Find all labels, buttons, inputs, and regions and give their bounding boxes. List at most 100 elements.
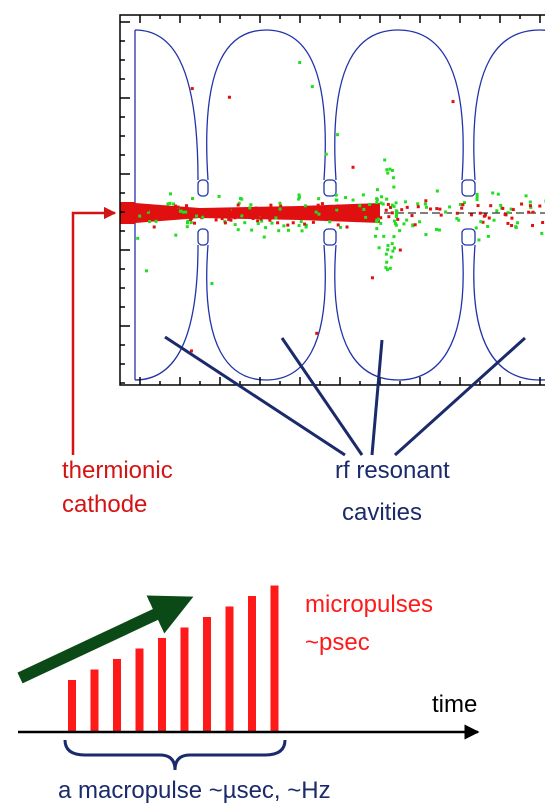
particle <box>204 214 208 218</box>
cathode-label: thermionic <box>62 457 173 484</box>
particle <box>460 206 464 210</box>
particles <box>135 61 545 353</box>
particle <box>383 158 387 162</box>
particle <box>529 205 533 209</box>
particle <box>327 214 331 218</box>
particle <box>394 222 398 226</box>
particle <box>308 207 312 211</box>
particle <box>185 221 189 225</box>
particle <box>290 210 294 214</box>
micropulse <box>270 585 279 732</box>
particle <box>489 204 493 208</box>
particle <box>256 219 260 223</box>
particle <box>236 203 240 207</box>
time-label: time <box>432 691 477 718</box>
particle <box>385 260 389 264</box>
particle <box>276 221 280 225</box>
particle <box>373 234 377 238</box>
particle <box>178 209 182 213</box>
particle <box>176 205 180 209</box>
particle <box>300 229 304 233</box>
particle <box>136 215 140 219</box>
particle <box>228 209 232 213</box>
particle <box>444 210 448 214</box>
particle <box>458 202 462 206</box>
particle <box>324 152 328 156</box>
particle <box>214 218 218 222</box>
particle <box>303 204 307 208</box>
particle <box>479 220 483 224</box>
particle <box>220 217 224 221</box>
particle <box>229 218 233 222</box>
particle <box>375 198 379 202</box>
particle <box>335 208 339 212</box>
particle <box>269 210 273 214</box>
micropulse <box>203 617 211 732</box>
particle <box>135 209 139 213</box>
particle <box>501 206 505 210</box>
particle <box>481 220 485 224</box>
particle <box>297 224 301 228</box>
particle <box>351 165 355 169</box>
particle <box>520 202 524 206</box>
particle <box>375 220 379 224</box>
particle <box>396 217 400 221</box>
particle <box>256 222 260 226</box>
particle <box>315 331 319 335</box>
particle <box>264 226 268 230</box>
particle <box>172 210 176 214</box>
particle <box>384 208 388 212</box>
particle <box>516 221 520 225</box>
particle <box>475 198 479 202</box>
particle <box>392 235 396 239</box>
particle <box>386 243 390 247</box>
particle <box>386 171 390 175</box>
particle <box>291 221 295 225</box>
particle <box>390 242 394 246</box>
particle <box>154 219 158 223</box>
particle <box>384 252 388 256</box>
particle <box>320 202 324 206</box>
particle <box>223 221 227 225</box>
particle <box>304 225 308 229</box>
particle <box>392 185 396 189</box>
particle <box>379 216 383 220</box>
particle <box>390 169 394 173</box>
particle <box>316 203 320 207</box>
particle <box>138 211 142 215</box>
particle <box>277 229 281 233</box>
particle <box>168 213 172 217</box>
micropulse <box>158 638 166 732</box>
macropulse-label: a macropulse ~µsec, ~Hz <box>58 777 331 804</box>
particle <box>375 216 379 220</box>
particle <box>398 248 402 252</box>
particle <box>379 201 383 205</box>
particle <box>328 220 332 224</box>
particle <box>531 224 535 228</box>
particle <box>462 201 466 205</box>
particle <box>234 214 238 218</box>
particle <box>385 268 389 272</box>
particle <box>314 210 318 214</box>
particle <box>298 195 302 199</box>
particle <box>475 192 479 196</box>
particle <box>496 192 500 196</box>
particle <box>387 215 391 219</box>
particle <box>335 198 339 202</box>
beam <box>135 203 380 223</box>
particle <box>390 211 394 215</box>
particle <box>418 220 422 224</box>
particle <box>541 220 545 224</box>
particle <box>362 207 366 211</box>
particle <box>386 202 390 206</box>
particle <box>393 246 397 250</box>
particle <box>411 224 415 228</box>
micropulse <box>248 596 256 732</box>
particle <box>416 205 420 209</box>
particle <box>405 218 409 222</box>
particle <box>190 87 194 91</box>
particle <box>189 221 193 225</box>
particle <box>386 248 390 252</box>
particle <box>391 249 395 253</box>
particle <box>344 196 348 200</box>
